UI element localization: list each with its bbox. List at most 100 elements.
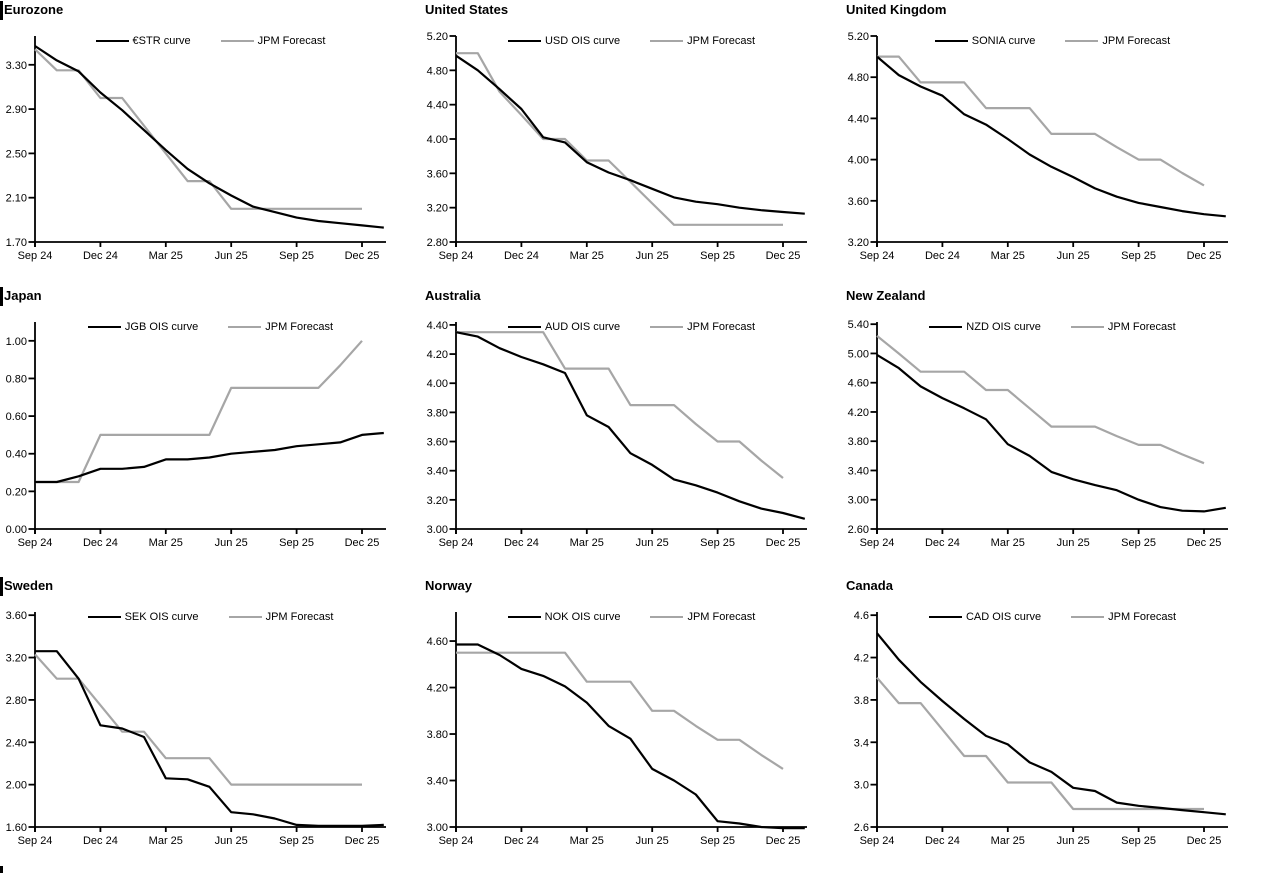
- legend-label: JPM Forecast: [257, 35, 326, 47]
- svg-text:4.60: 4.60: [427, 636, 448, 648]
- svg-text:3.20: 3.20: [6, 653, 27, 665]
- legend-item-ois: NOK OIS curve: [507, 611, 620, 623]
- legend-item-forecast: JPM Forecast: [650, 35, 755, 47]
- svg-text:4.40: 4.40: [427, 320, 448, 332]
- line-chart: 2.80 3.20 3.60 4.00 4.40 4.80 5.20 Sep 24 Dec 24…: [427, 31, 807, 262]
- svg-text:Sep 24: Sep 24: [439, 537, 474, 549]
- svg-text:Sep 25: Sep 25: [700, 835, 735, 847]
- chart-legend: €STR curve JPM Forecast: [35, 35, 386, 47]
- svg-text:Sep 25: Sep 25: [1121, 835, 1156, 847]
- svg-text:5.40: 5.40: [848, 319, 869, 331]
- series-line-swatch: [95, 40, 129, 42]
- svg-text:Sep 25: Sep 25: [279, 537, 314, 549]
- line-chart: 1.60 2.00 2.40 2.80 3.20 3.60 Sep 24 Dec 24 Mar …: [6, 610, 386, 847]
- svg-text:Dec 25: Dec 25: [1187, 537, 1222, 549]
- svg-text:2.80: 2.80: [6, 695, 27, 707]
- svg-text:Jun 25: Jun 25: [1057, 250, 1090, 262]
- chart-panel-sweden: Sweden SEK OIS curve JPM Forecast 1.60 2.…: [0, 576, 421, 873]
- svg-text:Jun 25: Jun 25: [636, 537, 669, 549]
- chart-panel-united-states: United States USD OIS curve JPM Forecast…: [421, 0, 842, 286]
- chart-title: Norway: [425, 578, 472, 593]
- svg-text:3.60: 3.60: [427, 168, 448, 180]
- chart-title: New Zealand: [846, 288, 926, 303]
- svg-text:2.00: 2.00: [6, 780, 27, 792]
- svg-text:Mar 25: Mar 25: [149, 250, 183, 262]
- chart-panel-canada: Canada CAD OIS curve JPM Forecast 2.6 3.0…: [842, 576, 1264, 873]
- svg-text:4.40: 4.40: [848, 113, 869, 125]
- svg-text:Mar 25: Mar 25: [570, 250, 604, 262]
- svg-text:4.20: 4.20: [427, 683, 448, 695]
- legend-item-forecast: JPM Forecast: [650, 321, 755, 333]
- svg-text:Jun 25: Jun 25: [215, 250, 248, 262]
- svg-text:4.40: 4.40: [427, 100, 448, 112]
- chart-legend: CAD OIS curve JPM Forecast: [877, 611, 1228, 623]
- section-marker: [0, 287, 3, 306]
- svg-text:2.50: 2.50: [6, 148, 27, 160]
- svg-text:Sep 24: Sep 24: [439, 835, 474, 847]
- series-line-swatch: [228, 326, 262, 328]
- series-line-swatch: [928, 616, 962, 618]
- chart-legend: SONIA curve JPM Forecast: [877, 35, 1228, 47]
- series-line-swatch: [1071, 616, 1105, 618]
- svg-text:Dec 25: Dec 25: [766, 250, 801, 262]
- svg-text:3.40: 3.40: [848, 465, 869, 477]
- svg-text:4.00: 4.00: [427, 134, 448, 146]
- legend-item-forecast: JPM Forecast: [220, 35, 326, 47]
- svg-text:3.00: 3.00: [427, 822, 448, 834]
- legend-label: JPM Forecast: [687, 321, 756, 333]
- svg-text:3.8: 3.8: [854, 695, 869, 707]
- svg-text:0.60: 0.60: [6, 411, 27, 423]
- legend-item-forecast: JPM Forecast: [228, 611, 333, 623]
- svg-text:Jun 25: Jun 25: [215, 537, 248, 549]
- series-line-swatch: [87, 326, 121, 328]
- legend-label: €STR curve: [132, 35, 191, 47]
- series-line-swatch: [228, 616, 262, 618]
- chart-title: United Kingdom: [846, 2, 947, 17]
- svg-text:3.40: 3.40: [427, 776, 448, 788]
- svg-text:Dec 24: Dec 24: [504, 537, 539, 549]
- legend-item-forecast: JPM Forecast: [1070, 321, 1176, 333]
- svg-text:Sep 24: Sep 24: [439, 250, 474, 262]
- svg-text:Sep 25: Sep 25: [279, 250, 314, 262]
- svg-text:4.80: 4.80: [848, 72, 869, 84]
- svg-text:3.0: 3.0: [854, 780, 869, 792]
- svg-text:Dec 25: Dec 25: [766, 537, 801, 549]
- svg-text:4.20: 4.20: [848, 407, 869, 419]
- svg-text:Sep 24: Sep 24: [860, 537, 895, 549]
- legend-label: JGB OIS curve: [124, 321, 199, 333]
- legend-label: JPM Forecast: [687, 611, 756, 623]
- svg-text:2.10: 2.10: [6, 193, 27, 205]
- svg-text:2.90: 2.90: [6, 104, 27, 116]
- legend-label: CAD OIS curve: [965, 611, 1042, 623]
- series-line-swatch: [650, 326, 684, 328]
- legend-item-ois: CAD OIS curve: [928, 611, 1042, 623]
- series-line-swatch: [650, 616, 684, 618]
- svg-text:Dec 24: Dec 24: [504, 250, 539, 262]
- svg-text:Jun 25: Jun 25: [1057, 537, 1090, 549]
- legend-item-ois: JGB OIS curve: [87, 321, 199, 333]
- series-line-swatch: [220, 40, 254, 42]
- chart-panel-norway: Norway NOK OIS curve JPM Forecast 3.00 3.…: [421, 576, 842, 873]
- svg-text:5.20: 5.20: [427, 31, 448, 43]
- svg-text:2.40: 2.40: [6, 737, 27, 749]
- svg-text:3.40: 3.40: [427, 466, 448, 478]
- series-line-swatch: [507, 40, 541, 42]
- section-marker: [0, 577, 3, 596]
- svg-text:Mar 25: Mar 25: [991, 250, 1025, 262]
- svg-text:Dec 24: Dec 24: [925, 835, 960, 847]
- chart-panel-eurozone: Eurozone €STR curve JPM Forecast 1.70 2.1…: [0, 0, 421, 286]
- svg-text:Mar 25: Mar 25: [991, 835, 1025, 847]
- legend-label: USD OIS curve: [544, 35, 621, 47]
- chart-panel-new-zealand: New Zealand NZD OIS curve JPM Forecast 2…: [842, 286, 1264, 576]
- legend-label: JPM Forecast: [1108, 611, 1177, 623]
- legend-label: JPM Forecast: [1107, 321, 1176, 333]
- svg-text:Dec 25: Dec 25: [1187, 250, 1222, 262]
- svg-text:Dec 24: Dec 24: [504, 835, 539, 847]
- chart-panel-australia: Australia AUD OIS curve JPM Forecast 3.0…: [421, 286, 842, 576]
- chart-legend: AUD OIS curve JPM Forecast: [456, 321, 807, 333]
- chart-title: United States: [425, 2, 509, 17]
- legend-item-ois: NZD OIS curve: [929, 321, 1041, 333]
- legend-item-forecast: JPM Forecast: [1071, 611, 1176, 623]
- svg-text:Dec 25: Dec 25: [345, 250, 380, 262]
